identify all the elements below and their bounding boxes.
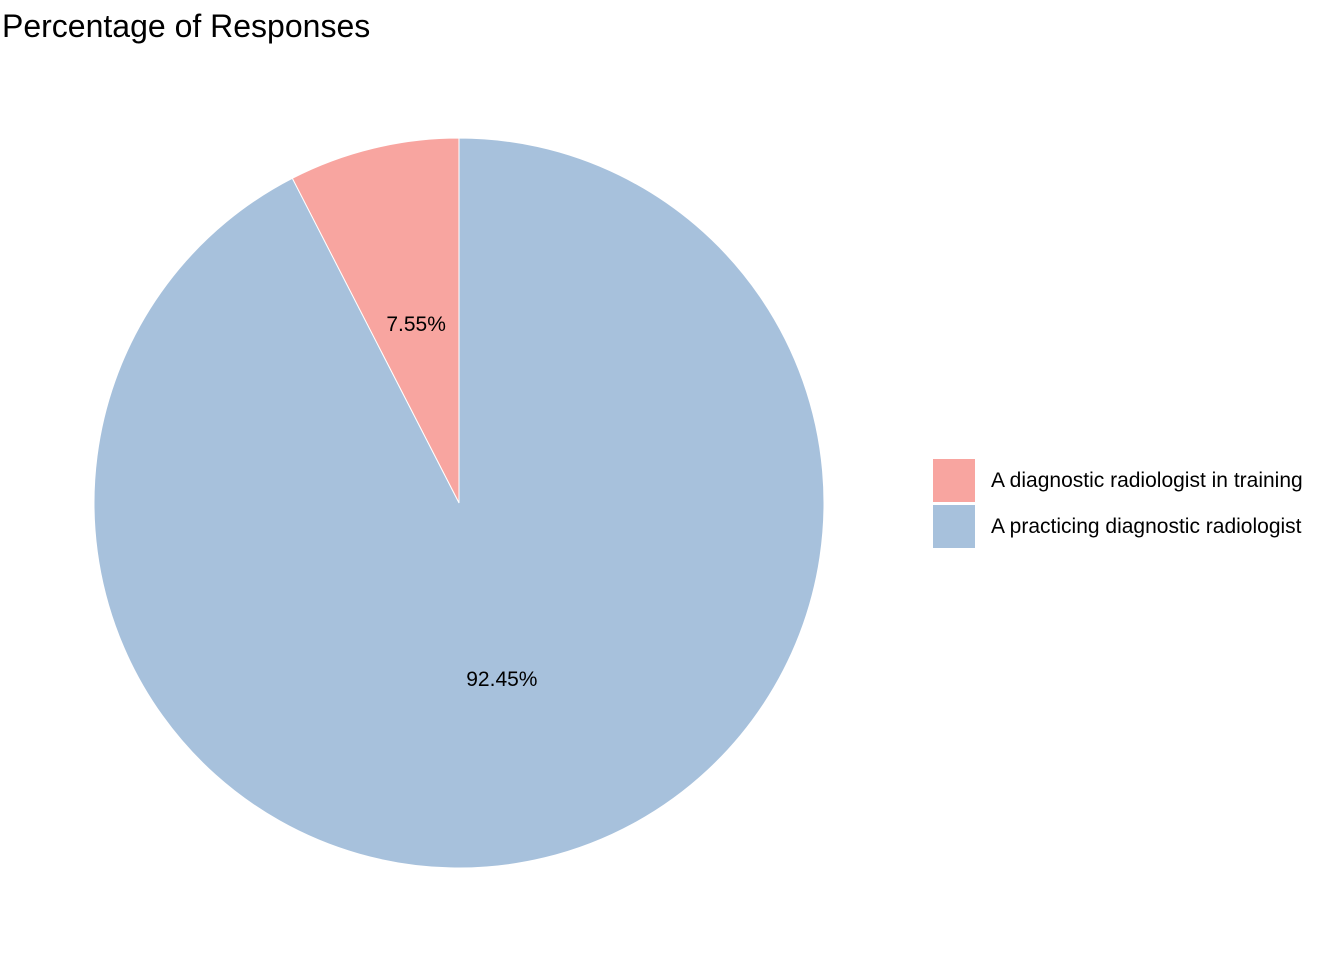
pie-slices [93,137,825,869]
pie-labels: 7.55% 92.45% [386,313,537,691]
pie-label-practicing: 92.45% [466,668,537,691]
pie-label-training: 7.55% [386,313,446,336]
pie-slice-training [291,137,460,504]
legend-label-practicing: A practicing diagnostic radiologist [991,514,1302,538]
chart-title: Percentage of Responses [2,8,371,44]
legend-label-training: A diagnostic radiologist in training [991,468,1303,492]
legend-item-practicing: A practicing diagnostic radiologist [933,505,1303,548]
legend-item-training: A diagnostic radiologist in training [933,459,1303,502]
pie-slice-practicing [93,137,825,869]
legend-swatch-training [933,459,975,502]
legend-swatch-practicing [933,505,975,548]
legend: A diagnostic radiologist in training A p… [933,459,1303,551]
